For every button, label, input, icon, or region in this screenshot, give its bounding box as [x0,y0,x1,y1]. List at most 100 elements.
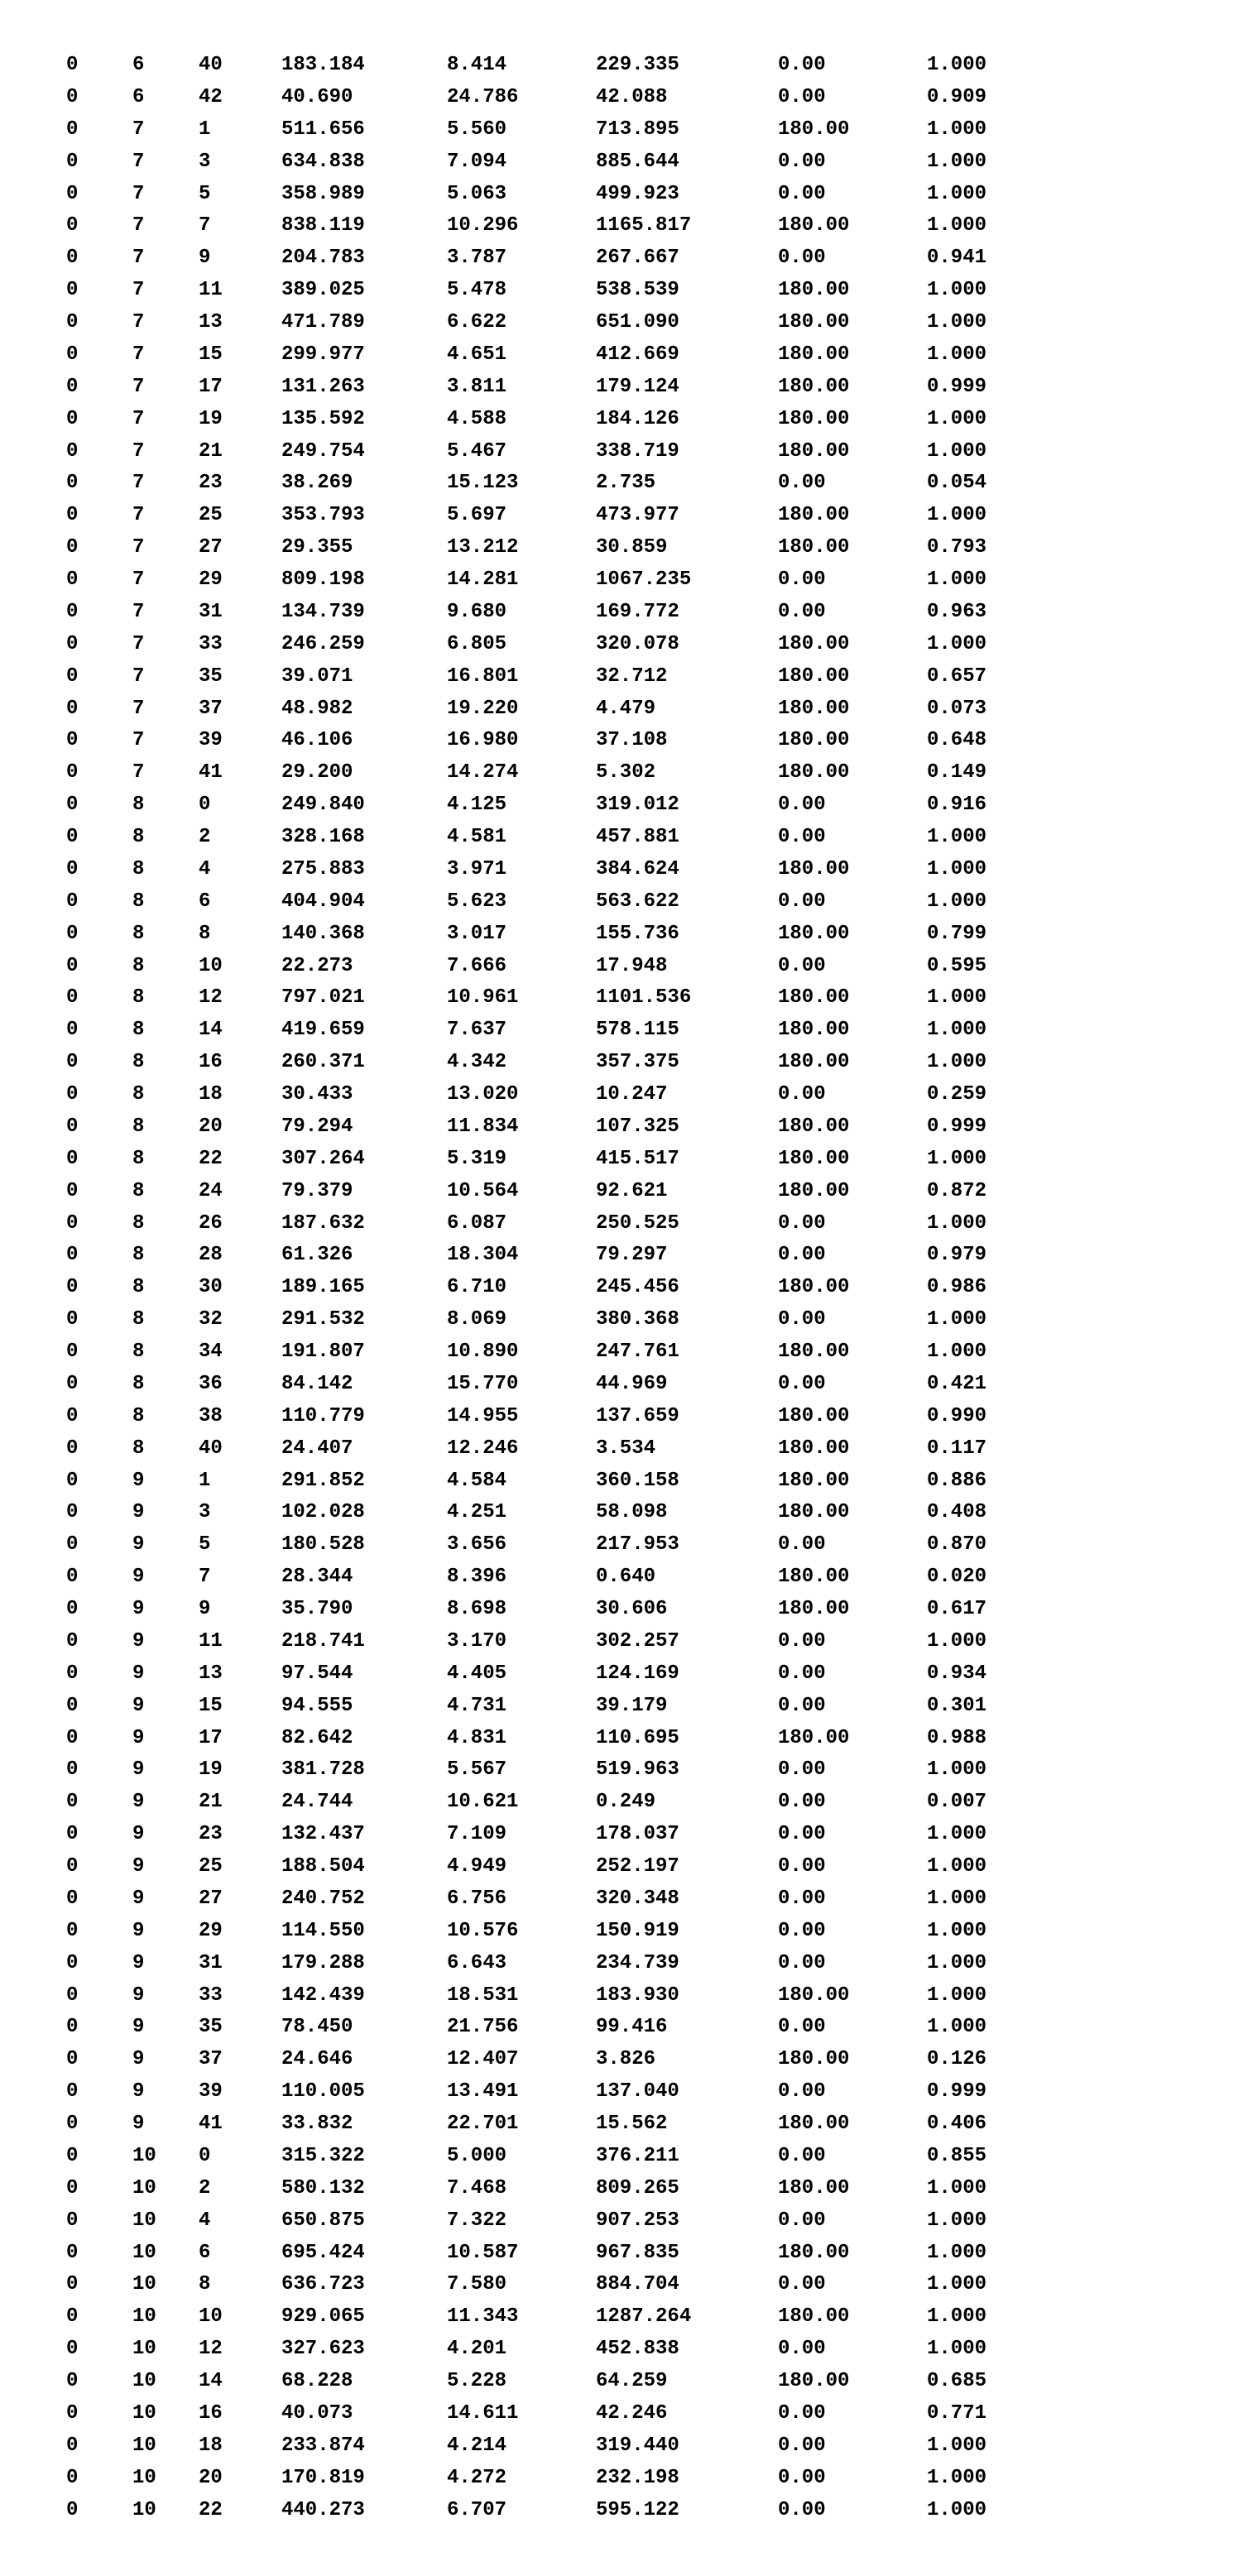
table-cell-col6: 180.00 [778,1401,927,1433]
table-cell-col2: 10 [199,951,281,983]
table-cell-col5: 229.335 [596,50,778,82]
table-cell-col2: 34 [199,1336,281,1369]
table-cell-col5: 179.124 [596,372,778,404]
table-cell-col1: 6 [132,82,199,114]
table-cell-col6: 0.00 [778,1916,927,1948]
table-cell-col2: 2 [199,2173,281,2205]
table-cell-col3: 187.632 [281,1208,447,1240]
table-cell-col2: 27 [199,532,281,564]
table-cell-col6: 0.00 [778,1691,927,1723]
table-cell-col2: 21 [199,436,281,468]
table-cell-col2: 14 [199,1015,281,1047]
table-cell-col3: 838.119 [281,210,447,242]
table-row: 0923132.4377.109178.0370.001.000 [66,1819,1043,1851]
table-cell-col3: 131.263 [281,372,447,404]
table-cell-col4: 4.949 [447,1851,596,1883]
table-cell-col2: 7 [199,210,281,242]
table-cell-col4: 7.094 [447,146,596,179]
table-cell-col5: 384.624 [596,854,778,886]
table-cell-col4: 10.587 [447,2238,596,2270]
table-cell-col0: 0 [66,1561,132,1594]
table-cell-col3: 40.073 [281,2398,447,2430]
table-cell-col3: 102.028 [281,1497,447,1529]
table-cell-col6: 180.00 [778,275,927,307]
table-cell-col0: 0 [66,1787,132,1819]
table-cell-col5: 651.090 [596,307,778,339]
table-cell-col7: 0.999 [927,372,1043,404]
table-cell-col2: 4 [199,854,281,886]
table-cell-col5: 58.098 [596,1497,778,1529]
table-cell-col3: 33.832 [281,2108,447,2141]
table-row: 082479.37910.56492.621180.000.872 [66,1176,1043,1208]
table-cell-col3: 24.744 [281,1787,447,1819]
table-cell-col3: 233.874 [281,2430,447,2463]
table-cell-col7: 0.990 [927,1401,1043,1433]
table-cell-col1: 7 [132,436,199,468]
table-cell-col5: 907.253 [596,2205,778,2238]
table-cell-col3: 170.819 [281,2463,447,2495]
table-cell-col5: 415.517 [596,1144,778,1176]
table-cell-col6: 180.00 [778,1176,927,1208]
table-cell-col5: 357.375 [596,1047,778,1079]
table-cell-col4: 7.468 [447,2173,596,2205]
table-cell-col1: 10 [132,2334,199,2366]
table-cell-col2: 20 [199,2463,281,2495]
table-cell-col2: 22 [199,2495,281,2527]
table-cell-col2: 39 [199,725,281,757]
table-row: 0816260.3714.342357.375180.001.000 [66,1047,1043,1079]
table-cell-col0: 0 [66,564,132,597]
table-cell-col2: 24 [199,1176,281,1208]
table-cell-col7: 0.855 [927,2141,1043,2173]
table-row: 0939110.00513.491137.0400.000.999 [66,2076,1043,2108]
table-cell-col0: 0 [66,1883,132,1916]
table-cell-col1: 8 [132,1369,199,1401]
table-cell-col1: 8 [132,1144,199,1176]
table-cell-col0: 0 [66,500,132,532]
table-cell-col1: 7 [132,146,199,179]
table-cell-col6: 0.00 [778,1240,927,1272]
table-cell-col4: 3.787 [447,242,596,275]
table-cell-col0: 0 [66,82,132,114]
table-cell-col0: 0 [66,1176,132,1208]
table-cell-col7: 1.000 [927,50,1043,82]
table-cell-col2: 13 [199,1658,281,1691]
table-cell-col3: 636.723 [281,2269,447,2301]
table-cell-col5: 319.012 [596,789,778,822]
table-cell-col5: 499.923 [596,179,778,211]
table-cell-col5: 338.719 [596,436,778,468]
table-cell-col5: 15.562 [596,2108,778,2141]
table-cell-col4: 16.801 [447,661,596,693]
table-cell-col4: 3.656 [447,1529,596,1561]
table-cell-col5: 885.644 [596,146,778,179]
table-cell-col6: 180.00 [778,919,927,951]
table-cell-col5: 360.158 [596,1465,778,1498]
table-cell-col1: 10 [132,2141,199,2173]
table-cell-col4: 13.491 [447,2076,596,2108]
table-cell-col6: 180.00 [778,532,927,564]
table-row: 091594.5554.73139.1790.000.301 [66,1691,1043,1723]
table-row: 072338.26915.1232.7350.000.054 [66,468,1043,500]
table-cell-col5: 0.640 [596,1561,778,1594]
table-cell-col3: 179.288 [281,1948,447,1980]
table-cell-col2: 5 [199,179,281,211]
table-cell-col6: 180.00 [778,372,927,404]
table-row: 01010929.06511.3431287.264180.001.000 [66,2301,1043,2334]
table-cell-col1: 10 [132,2463,199,2495]
table-cell-col1: 8 [132,1047,199,1079]
table-cell-col4: 4.651 [447,339,596,372]
table-row: 073539.07116.80132.712180.000.657 [66,661,1043,693]
table-cell-col0: 0 [66,2141,132,2173]
table-cell-col2: 14 [199,2366,281,2398]
table-cell-col2: 27 [199,1883,281,1916]
table-cell-col2: 32 [199,1304,281,1336]
table-cell-col2: 3 [199,1497,281,1529]
table-cell-col7: 0.126 [927,2044,1043,2076]
table-cell-col0: 0 [66,2430,132,2463]
table-cell-col3: 110.779 [281,1401,447,1433]
table-cell-col1: 9 [132,1851,199,1883]
table-row: 071511.6565.560713.895180.001.000 [66,114,1043,146]
table-cell-col1: 9 [132,2012,199,2044]
table-cell-col2: 42 [199,82,281,114]
table-row: 0711389.0255.478538.539180.001.000 [66,275,1043,307]
table-cell-col3: 797.021 [281,982,447,1015]
